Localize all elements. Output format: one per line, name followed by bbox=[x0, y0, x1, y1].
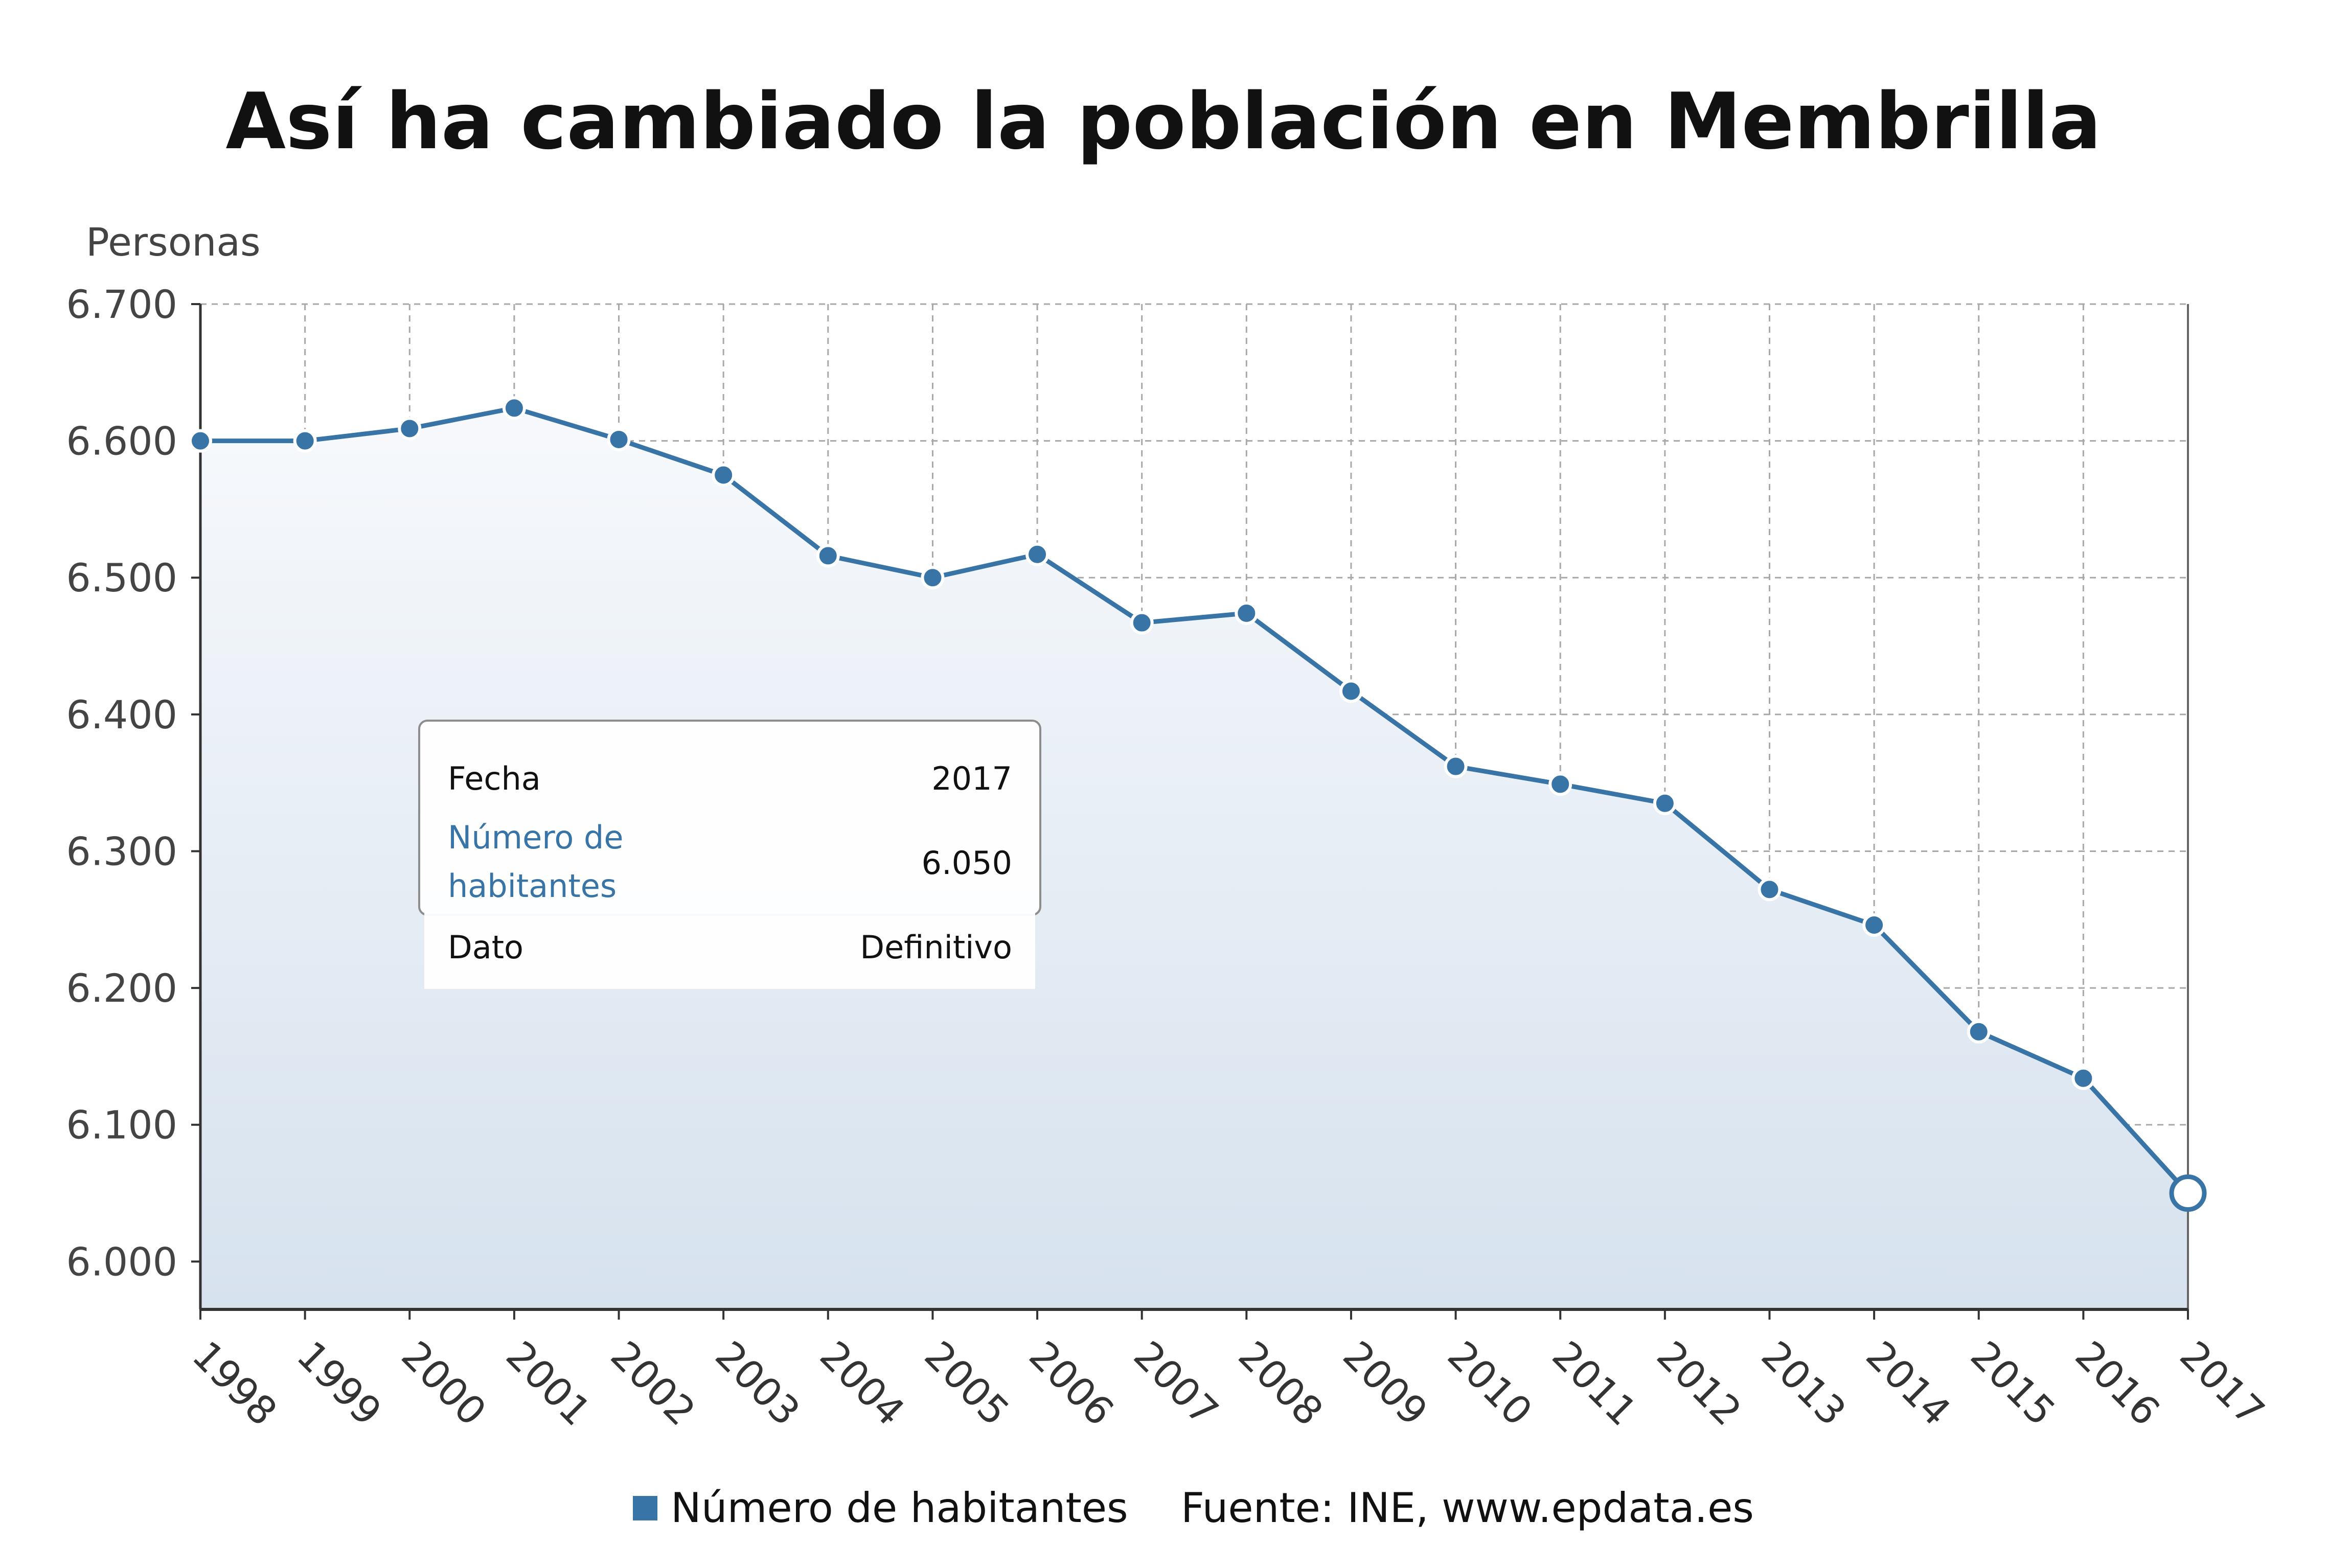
data-point-2007[interactable] bbox=[1130, 611, 1154, 635]
source-text: Fuente: INE, www.epdata.es bbox=[1181, 1484, 1754, 1532]
data-point-2010[interactable] bbox=[1444, 754, 1468, 778]
tooltip-series-label-line2: habitantes bbox=[448, 867, 617, 905]
series-line bbox=[200, 405, 2190, 1195]
data-point-2001[interactable] bbox=[502, 396, 526, 420]
data-points[interactable] bbox=[189, 396, 2207, 1212]
x-tick-label: 2012 bbox=[1648, 1332, 1750, 1435]
x-tick-label: 2015 bbox=[1962, 1332, 2064, 1435]
x-tick-label: 2008 bbox=[1230, 1332, 1332, 1435]
data-point-2003[interactable] bbox=[712, 463, 736, 487]
chart-title: Así ha cambiado la población en Membrill… bbox=[225, 76, 2101, 167]
y-tick-label: 6.100 bbox=[66, 1102, 177, 1148]
tooltip-series-value: 6.050 bbox=[922, 844, 1013, 882]
legend-label: Número de habitantes bbox=[671, 1484, 1128, 1532]
y-axis-ticks: 6.000 6.100 6.200 6.300 6.400 6.500 6.600 6.700 bbox=[66, 282, 177, 1284]
data-point-1999[interactable] bbox=[293, 429, 317, 453]
tooltip-series-label-line1: Número de bbox=[448, 819, 623, 856]
x-tick-label: 2016 bbox=[2067, 1332, 2169, 1435]
data-point-2016[interactable] bbox=[2071, 1066, 2095, 1090]
data-point-2009[interactable] bbox=[1339, 679, 1363, 703]
data-point-2002[interactable] bbox=[607, 427, 631, 451]
x-tick-label: 2013 bbox=[1753, 1332, 1855, 1435]
data-point-2004[interactable] bbox=[816, 544, 840, 568]
y-tick-label: 6.000 bbox=[66, 1239, 177, 1284]
x-tick-label: 2004 bbox=[811, 1332, 914, 1435]
data-point-2008[interactable] bbox=[1235, 601, 1259, 625]
tooltip-date-label: Fecha bbox=[448, 760, 541, 797]
y-tick-label: 6.700 bbox=[66, 282, 177, 327]
x-tick-label: 2009 bbox=[1334, 1332, 1436, 1435]
y-tick-label: 6.500 bbox=[66, 555, 177, 601]
data-point-2015[interactable] bbox=[1967, 1020, 1991, 1044]
data-point-2012[interactable] bbox=[1653, 791, 1677, 815]
x-tick-label: 2017 bbox=[2171, 1332, 2273, 1435]
data-point-2013[interactable] bbox=[1758, 878, 1782, 902]
x-tick-label: 1998 bbox=[184, 1332, 286, 1435]
y-tick-label: 6.200 bbox=[66, 965, 177, 1011]
tooltip: Fecha 2017 Número de habitantes 6.050 Da… bbox=[418, 720, 1041, 989]
x-tick-label: 2003 bbox=[706, 1332, 809, 1435]
x-tick-label: 2010 bbox=[1439, 1332, 1541, 1435]
y-tick-label: 6.400 bbox=[66, 692, 177, 737]
x-tick-label: 2000 bbox=[393, 1332, 495, 1435]
y-tick-label: 6.600 bbox=[66, 419, 177, 464]
data-point-2006[interactable] bbox=[1025, 542, 1050, 566]
tooltip-dato-value: Definitivo bbox=[860, 929, 1012, 966]
x-tick-label: 2001 bbox=[497, 1332, 600, 1435]
data-point-2011[interactable] bbox=[1548, 772, 1572, 796]
x-tick-label: 2006 bbox=[1020, 1332, 1123, 1435]
tooltip-dato-label: Dato bbox=[448, 929, 523, 966]
x-tick-label: 2007 bbox=[1125, 1332, 1227, 1435]
data-point-2014[interactable] bbox=[1862, 913, 1886, 937]
tooltip-extension bbox=[424, 912, 1035, 989]
y-tick-label: 6.300 bbox=[66, 828, 177, 874]
x-tick-label: 2002 bbox=[602, 1332, 704, 1435]
y-axis-label: Personas bbox=[86, 219, 261, 265]
data-point-1998[interactable] bbox=[189, 429, 212, 453]
series-area bbox=[200, 408, 2188, 1309]
x-axis-ticks: 1998 1999 2000 2001 2002 2003 2004 2005 2006 2007… bbox=[184, 1332, 2273, 1435]
axes bbox=[191, 303, 2189, 1320]
x-tick-label: 2011 bbox=[1543, 1332, 1646, 1435]
x-tick-label: 2014 bbox=[1857, 1332, 1959, 1435]
legend-swatch bbox=[633, 1496, 657, 1520]
x-tick-label: 1999 bbox=[288, 1332, 391, 1435]
data-point-2005[interactable] bbox=[921, 566, 945, 590]
data-point-2000[interactable] bbox=[398, 417, 422, 441]
tooltip-date-value: 2017 bbox=[931, 760, 1012, 797]
data-point-2017[interactable] bbox=[2169, 1174, 2207, 1212]
x-tick-label: 2005 bbox=[916, 1332, 1018, 1435]
legend: Número de habitantes Fuente: INE, www.ep… bbox=[633, 1484, 1754, 1532]
